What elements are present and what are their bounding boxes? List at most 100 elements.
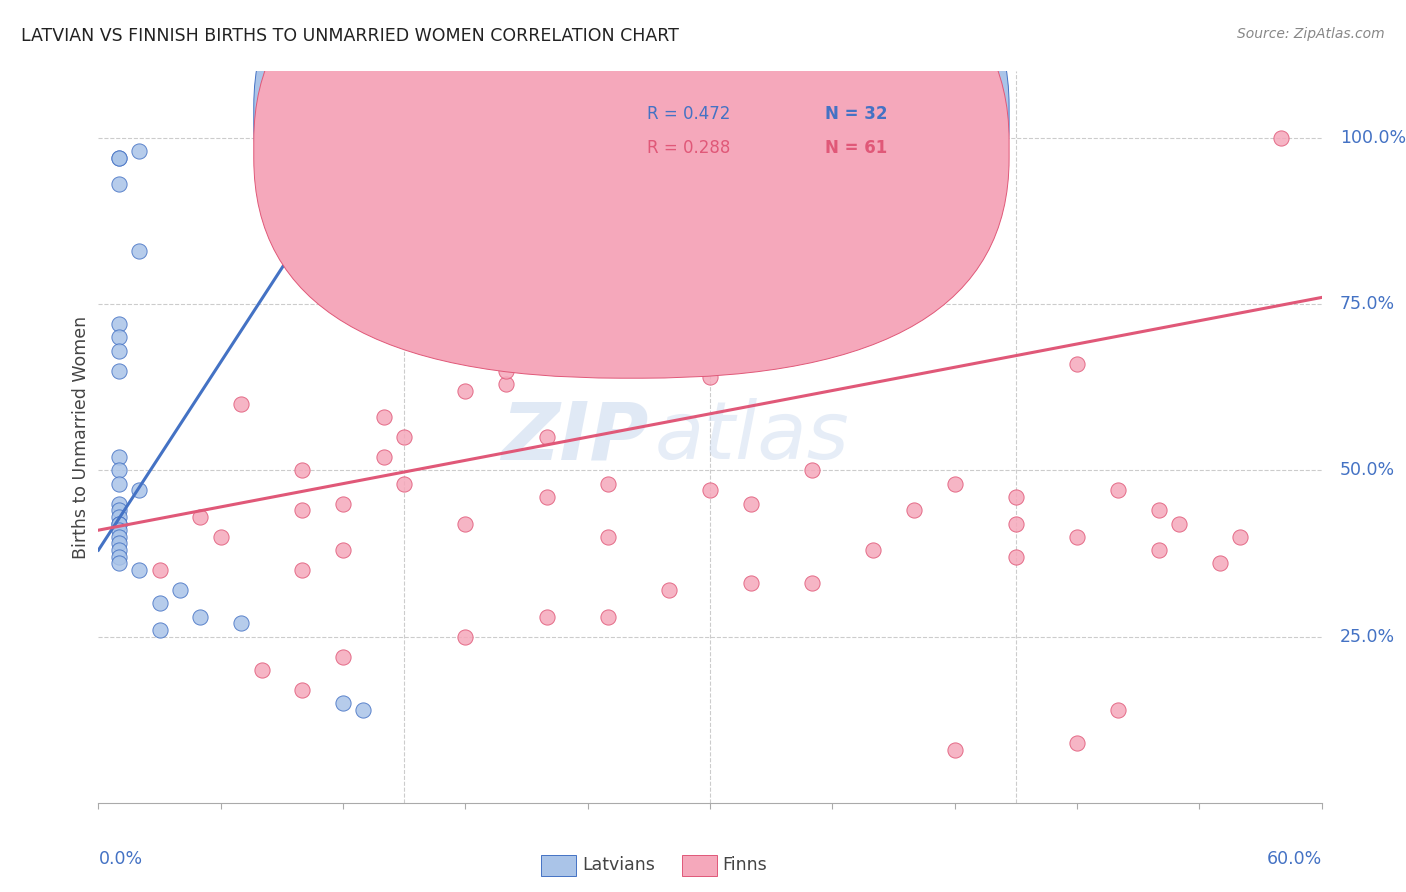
Text: 60.0%: 60.0% [1267,850,1322,868]
Point [209,530,232,544]
Point [108,476,131,491]
Point [740,576,762,591]
Point [108,509,131,524]
Point [1147,543,1170,558]
Point [1004,516,1026,531]
Point [454,384,477,398]
Text: 100.0%: 100.0% [1340,128,1406,147]
Point [128,483,150,498]
Text: atlas: atlas [655,398,849,476]
Point [699,370,721,384]
Point [699,483,721,498]
Point [801,343,824,358]
Point [598,244,620,258]
Y-axis label: Births to Unmarried Women: Births to Unmarried Women [72,316,90,558]
Point [943,742,966,756]
Point [332,649,354,664]
Point [169,582,191,597]
Text: R = 0.288: R = 0.288 [647,139,730,157]
Point [862,317,884,331]
Point [108,536,131,550]
Point [1107,483,1129,498]
Point [108,497,131,511]
Bar [606,90,905,174]
Point [291,563,314,577]
Point [149,623,172,637]
Point [108,450,131,464]
Point [536,609,558,624]
Text: N = 32: N = 32 [825,104,887,123]
Point [903,297,925,311]
Point [392,430,416,444]
Point [108,463,131,477]
Point [291,682,314,697]
Point [658,330,681,344]
Text: 25.0%: 25.0% [1340,628,1395,646]
Point [352,703,374,717]
Point [108,530,131,544]
Point [598,530,620,544]
Point [495,277,517,292]
FancyBboxPatch shape [253,0,1010,378]
Text: N = 61: N = 61 [825,139,887,157]
Point [495,363,517,377]
Point [149,596,172,610]
Point [128,144,150,158]
Point [903,503,925,517]
Point [1066,357,1088,371]
Point [108,151,131,165]
Point [1004,549,1026,564]
Text: LATVIAN VS FINNISH BIRTHS TO UNMARRIED WOMEN CORRELATION CHART: LATVIAN VS FINNISH BIRTHS TO UNMARRIED W… [21,27,679,45]
Point [801,463,824,477]
Text: Source: ZipAtlas.com: Source: ZipAtlas.com [1237,27,1385,41]
Point [943,476,966,491]
Point [231,616,253,631]
Point [108,178,131,192]
Point [188,609,212,624]
Point [332,696,354,710]
Point [332,543,354,558]
Point [740,497,762,511]
Point [291,463,314,477]
Point [108,343,131,358]
Point [128,563,150,577]
Point [1107,703,1129,717]
Point [108,516,131,531]
Point [188,509,212,524]
Point [108,516,131,531]
Point [108,523,131,537]
Point [536,430,558,444]
Point [598,476,620,491]
Point [454,516,477,531]
Text: ZIP: ZIP [502,398,648,476]
Point [373,450,395,464]
Point [1066,736,1088,750]
Text: 75.0%: 75.0% [1340,295,1395,313]
Point [392,476,416,491]
Text: 0.0%: 0.0% [98,850,142,868]
Point [1270,131,1292,145]
Point [332,497,354,511]
Point [536,490,558,504]
Point [862,264,884,278]
Point [658,582,681,597]
Point [1208,557,1232,571]
Point [495,376,517,391]
Text: Finns: Finns [723,856,768,874]
FancyBboxPatch shape [253,0,1010,343]
Point [1147,503,1170,517]
Point [108,330,131,344]
Point [1004,490,1026,504]
Text: R = 0.472: R = 0.472 [647,104,730,123]
Point [108,363,131,377]
Point [108,503,131,517]
Point [231,397,253,411]
Point [392,310,416,325]
Point [128,244,150,258]
Point [1066,530,1088,544]
Text: 50.0%: 50.0% [1340,461,1395,479]
Point [291,503,314,517]
Point [454,630,477,644]
Point [373,410,395,425]
Point [149,563,172,577]
